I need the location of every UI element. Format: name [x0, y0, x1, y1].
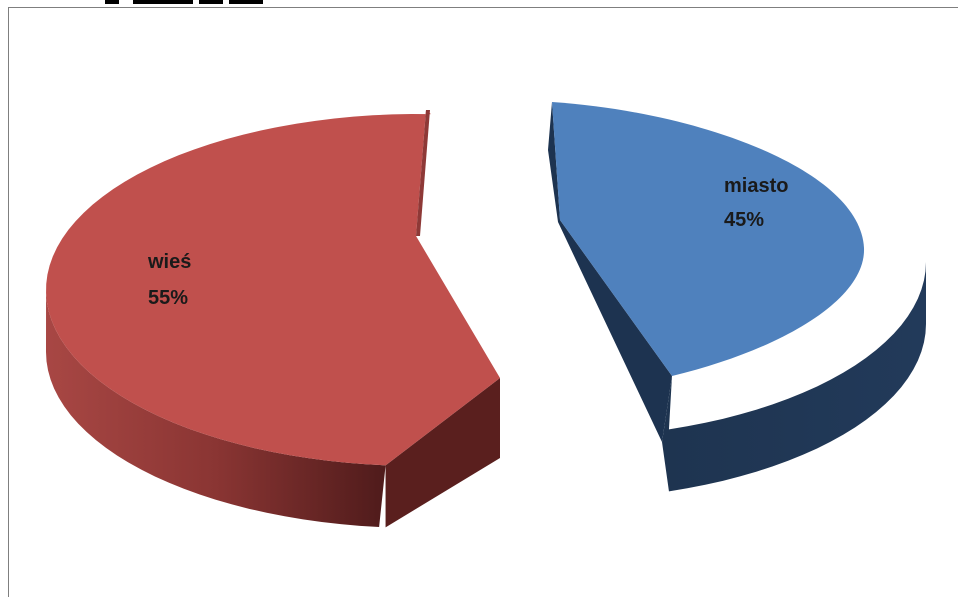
slice-wall-wies: [416, 110, 430, 236]
slice-value-miasto: 45%: [724, 209, 764, 231]
slice-cut-miasto: [548, 102, 672, 442]
slice-wies: [46, 110, 501, 466]
slice-miasto: [552, 102, 865, 376]
slice-value-wies: 55%: [148, 287, 188, 309]
slice-side-wies: [46, 293, 386, 528]
pie-chart: wieś 55% miasto 45%: [46, 102, 926, 528]
slice-side-miasto: [662, 262, 926, 492]
chart-title-cropped: [9, 0, 389, 8]
chart-area: [8, 0, 958, 597]
slice-label-wies: wieś: [147, 251, 191, 273]
slice-cut-wies: [385, 378, 500, 528]
slice-label-miasto: miasto: [724, 175, 788, 197]
